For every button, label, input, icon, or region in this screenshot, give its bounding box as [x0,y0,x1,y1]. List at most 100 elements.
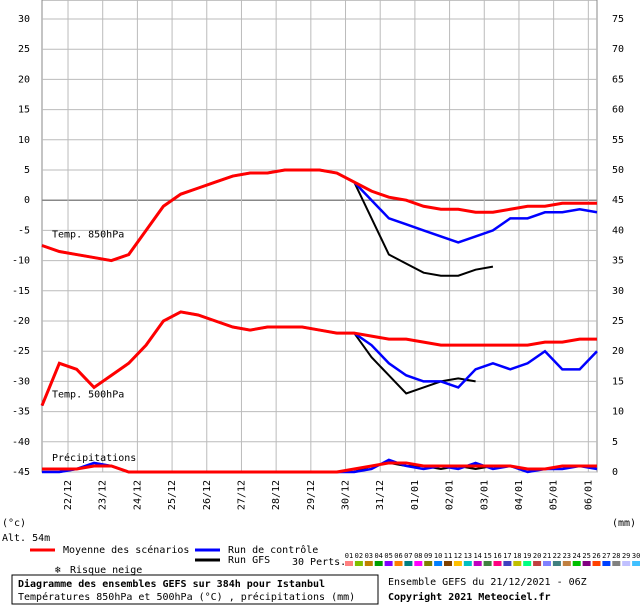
x-tick-label: 26/12 [202,480,213,510]
x-tick-label: 31/12 [375,480,386,510]
y-tick-label: -40 [12,437,30,448]
pert-number: 29 [622,552,630,560]
x-tick-label: 30/12 [341,480,352,510]
x-tick-label: 01/01 [410,480,421,510]
y-tick-label: -15 [12,286,30,297]
pert-swatch [612,561,621,566]
y-tick-label: -35 [12,407,30,418]
pert-swatch [493,561,502,566]
y2-tick-label: 75 [612,14,624,25]
pert-number: 26 [592,552,600,560]
pert-swatch [374,561,383,566]
y2-tick-label: 20 [612,346,624,357]
pert-swatch [473,561,482,566]
pert-swatch [483,561,492,566]
pert-swatch [404,561,413,566]
pert-number: 10 [434,552,442,560]
y-tick-label: 20 [18,74,30,85]
pert-swatch [592,561,601,566]
pert-swatch [552,561,561,566]
panel-label: Temp. 500hPa [52,390,124,401]
y2-tick-label: 60 [612,105,624,116]
y2-tick-label: 30 [612,286,624,297]
y2-tick-label: 45 [612,195,624,206]
pert-swatch [523,561,532,566]
pert-swatch [602,561,611,566]
y-tick-label: 15 [18,105,30,116]
y-tick-label: 25 [18,44,30,55]
x-tick-label: 06/01 [583,480,594,510]
pert-number: 28 [612,552,620,560]
pert-number: 30 [632,552,640,560]
pert-number: 25 [582,552,590,560]
pert-number: 12 [454,552,462,560]
pert-swatch [513,561,522,566]
y-tick-label: -25 [12,346,30,357]
y2-tick-label: 25 [612,316,624,327]
pert-swatch [572,561,581,566]
pert-number: 11 [444,552,452,560]
y2-tick-label: 70 [612,44,624,55]
pert-swatch [414,561,423,566]
y-tick-label: -30 [12,376,30,387]
pert-number: 16 [493,552,501,560]
panel-label: Temp. 850hPa [52,230,124,241]
y-tick-label: -5 [18,225,30,236]
footer-box [11,574,379,605]
pert-number: 27 [602,552,610,560]
pert-swatch [582,561,591,566]
pert-swatch [364,561,373,566]
pert-swatch [503,561,512,566]
pert-number: 14 [473,552,481,560]
x-tick-label: 23/12 [98,480,109,510]
x-tick-label: 04/01 [514,480,525,510]
pert-number: 05 [384,552,392,560]
y-tick-label: 5 [24,165,30,176]
legend-label: Moyenne des scénarios [63,544,189,556]
y2-unit: (mm) [612,518,636,529]
x-tick-label: 02/01 [445,480,456,510]
x-tick-label: 27/12 [236,480,247,510]
y-tick-label: -45 [12,467,30,478]
pert-number: 18 [513,552,521,560]
pert-number: 17 [503,552,511,560]
pert-swatch [463,561,472,566]
footer-title: Diagramme des ensembles GEFS sur 384h po… [18,578,325,590]
pert-number: 20 [533,552,541,560]
y-tick-label: 0 [24,195,30,206]
pert-swatch [394,561,403,566]
pert-swatch [453,561,462,566]
x-tick-label: 24/12 [132,480,143,510]
pert-number: 19 [523,552,531,560]
series-line [40,310,597,407]
x-tick-label: 25/12 [167,480,178,510]
footer-subtitle: Températures 850hPa et 500hPa (°C) , pré… [18,591,355,603]
altitude: Alt. 54m [2,533,50,544]
pert-number: 03 [365,552,373,560]
panel-label: Précipitations [52,452,136,464]
snow-icon: ❄ [55,565,62,576]
pert-number: 24 [572,552,580,560]
pert-number: 22 [553,552,561,560]
y-tick-label: -10 [12,256,30,267]
legend-label: Run GFS [228,555,270,566]
y2-tick-label: 0 [612,467,618,478]
y2-tick-label: 65 [612,74,624,85]
pert-number: 21 [543,552,551,560]
pert-swatch [384,561,393,566]
pert-swatch [622,561,631,566]
series-line [41,168,597,263]
x-tick-label: 28/12 [271,480,282,510]
y2-tick-label: 55 [612,135,624,146]
y-tick-label: -20 [12,316,30,327]
x-tick-label: 03/01 [479,480,490,510]
y-tick-label: 30 [18,14,30,25]
x-tick-label: 22/12 [63,480,74,510]
pert-swatch [543,561,551,566]
y-unit: (°c) [2,518,26,529]
pert-number: 09 [424,552,432,560]
pert-swatch [632,561,640,566]
pert-number: 23 [563,552,571,560]
